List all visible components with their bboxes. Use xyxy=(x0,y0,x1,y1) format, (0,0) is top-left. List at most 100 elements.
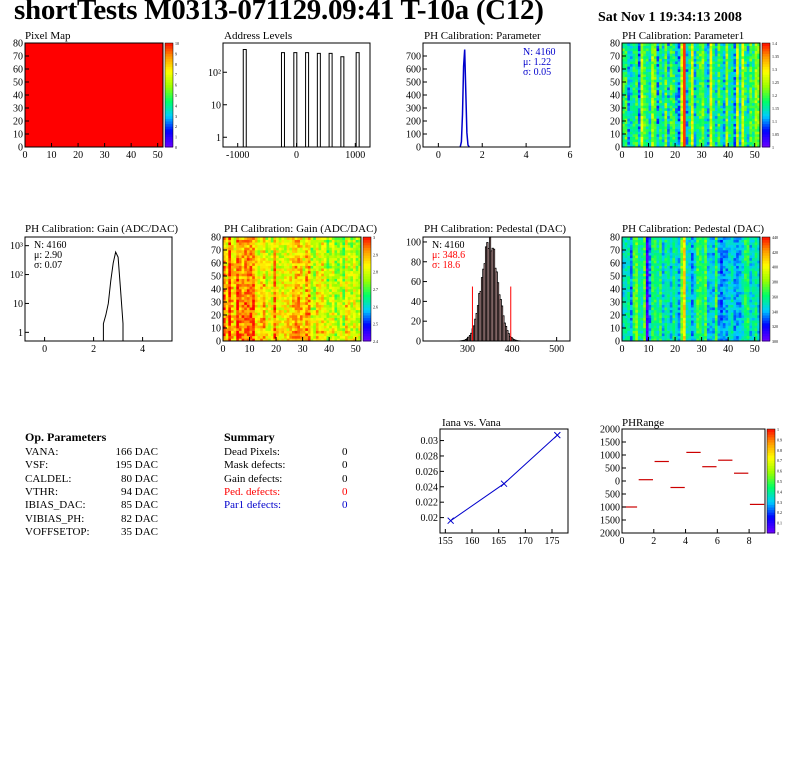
heatmap-cell xyxy=(292,281,295,285)
heatmap-cell xyxy=(709,63,713,67)
heatmap-cell xyxy=(326,268,330,272)
heatmap-cell xyxy=(289,257,293,261)
palette-cell xyxy=(363,255,371,259)
heatmap-cell xyxy=(246,239,250,243)
heatmap-cell xyxy=(307,263,311,266)
heatmap-cell xyxy=(313,304,317,308)
heatmap-cell xyxy=(315,335,319,339)
heatmap-cell xyxy=(257,255,261,259)
heatmap-cell xyxy=(677,69,681,72)
heatmap-cell xyxy=(284,255,287,259)
heatmap-cell xyxy=(717,76,721,80)
heatmap-cell xyxy=(635,97,639,101)
heatmap-cell xyxy=(738,84,742,88)
heatmap-cell xyxy=(704,61,708,65)
heatmap-cell xyxy=(741,63,745,67)
heatmap-cell xyxy=(728,76,732,80)
heatmap-cell xyxy=(651,95,655,98)
heatmap-cell xyxy=(722,89,726,93)
heatmap-cell xyxy=(685,144,689,148)
heatmap-cell xyxy=(683,102,686,106)
heatmap-cell xyxy=(730,134,734,137)
heatmap-cell xyxy=(350,263,354,266)
heatmap-cell xyxy=(318,317,322,321)
heatmap-cell xyxy=(321,278,325,282)
palette-cell xyxy=(165,108,173,112)
heatmap-cell xyxy=(624,317,628,321)
heatmap-cell xyxy=(754,139,758,143)
heatmap-cell xyxy=(757,100,761,104)
heatmap-cell xyxy=(635,307,639,311)
heatmap-cell xyxy=(688,56,692,59)
heatmap-cell xyxy=(337,330,341,334)
heatmap-cell xyxy=(321,299,325,303)
heatmap-cell xyxy=(323,244,327,248)
heatmap-cell xyxy=(305,322,309,326)
heatmap-cell xyxy=(331,322,335,326)
heatmap-cell xyxy=(289,250,293,253)
heatmap-cell xyxy=(733,136,737,140)
heatmap-cell xyxy=(717,82,721,85)
heatmap-cell xyxy=(233,291,237,295)
heatmap-cell xyxy=(321,237,325,240)
heatmap-cell xyxy=(667,50,671,54)
heatmap-cell xyxy=(236,281,240,285)
heatmap-cell xyxy=(752,131,755,135)
heatmap-cell xyxy=(334,276,338,279)
heatmap-cell xyxy=(622,141,625,145)
heatmap-cell xyxy=(289,286,293,290)
heatmap-cell xyxy=(643,45,647,49)
heatmap-cell xyxy=(706,48,710,52)
heatmap-cell xyxy=(302,286,306,290)
heatmap-cell xyxy=(648,136,652,140)
heatmap-cell xyxy=(302,263,306,266)
heatmap-cell xyxy=(342,278,346,282)
heatmap-cell xyxy=(640,335,644,339)
heatmap-cell xyxy=(722,123,726,127)
heatmap-cell xyxy=(355,328,359,331)
heatmap-cell xyxy=(307,247,311,251)
heatmap-cell xyxy=(627,56,631,59)
heatmap-cell xyxy=(278,286,282,290)
heatmap-cell xyxy=(342,296,346,300)
heatmap-cell xyxy=(659,58,663,62)
heatmap-cell xyxy=(622,320,625,324)
palette-cell xyxy=(762,92,770,96)
heatmap-cell xyxy=(268,296,272,300)
heatmap-cell xyxy=(683,128,686,132)
heatmap-cell xyxy=(637,76,641,80)
heatmap-cell xyxy=(640,123,644,127)
heatmap-cell xyxy=(645,278,649,282)
heatmap-cell xyxy=(653,61,657,65)
heatmap-cell xyxy=(632,134,636,137)
heatmap-cell xyxy=(278,330,282,334)
heatmap-cell xyxy=(339,289,343,292)
heatmap-cell xyxy=(629,126,633,130)
heatmap-cell xyxy=(246,270,250,274)
heatmap-cell xyxy=(632,89,636,93)
heatmap-cell xyxy=(640,333,644,337)
heatmap-cell xyxy=(329,304,333,308)
heatmap-cell xyxy=(289,289,293,292)
heatmap-cell xyxy=(294,304,298,308)
heatmap-cell xyxy=(637,53,641,57)
heatmap-cell xyxy=(696,48,700,52)
heatmap-cell xyxy=(637,136,641,140)
heatmap-cell xyxy=(640,56,644,59)
heatmap-cell xyxy=(645,136,649,140)
heatmap-cell xyxy=(313,276,317,279)
heatmap-cell xyxy=(632,139,636,143)
heatmap-cell xyxy=(738,97,742,101)
heatmap-cell xyxy=(698,134,702,137)
palette-cell xyxy=(363,283,371,287)
heatmap-cell xyxy=(310,296,314,300)
heatmap-cell xyxy=(622,302,625,305)
heatmap-cell xyxy=(632,141,636,145)
heatmap-cell xyxy=(669,108,673,111)
heatmap-cell xyxy=(651,126,655,130)
heatmap-cell xyxy=(722,58,726,62)
heatmap-cell xyxy=(757,102,761,106)
heatmap-cell xyxy=(632,302,636,305)
heatmap-cell xyxy=(297,237,301,240)
heatmap-cell xyxy=(635,131,639,135)
